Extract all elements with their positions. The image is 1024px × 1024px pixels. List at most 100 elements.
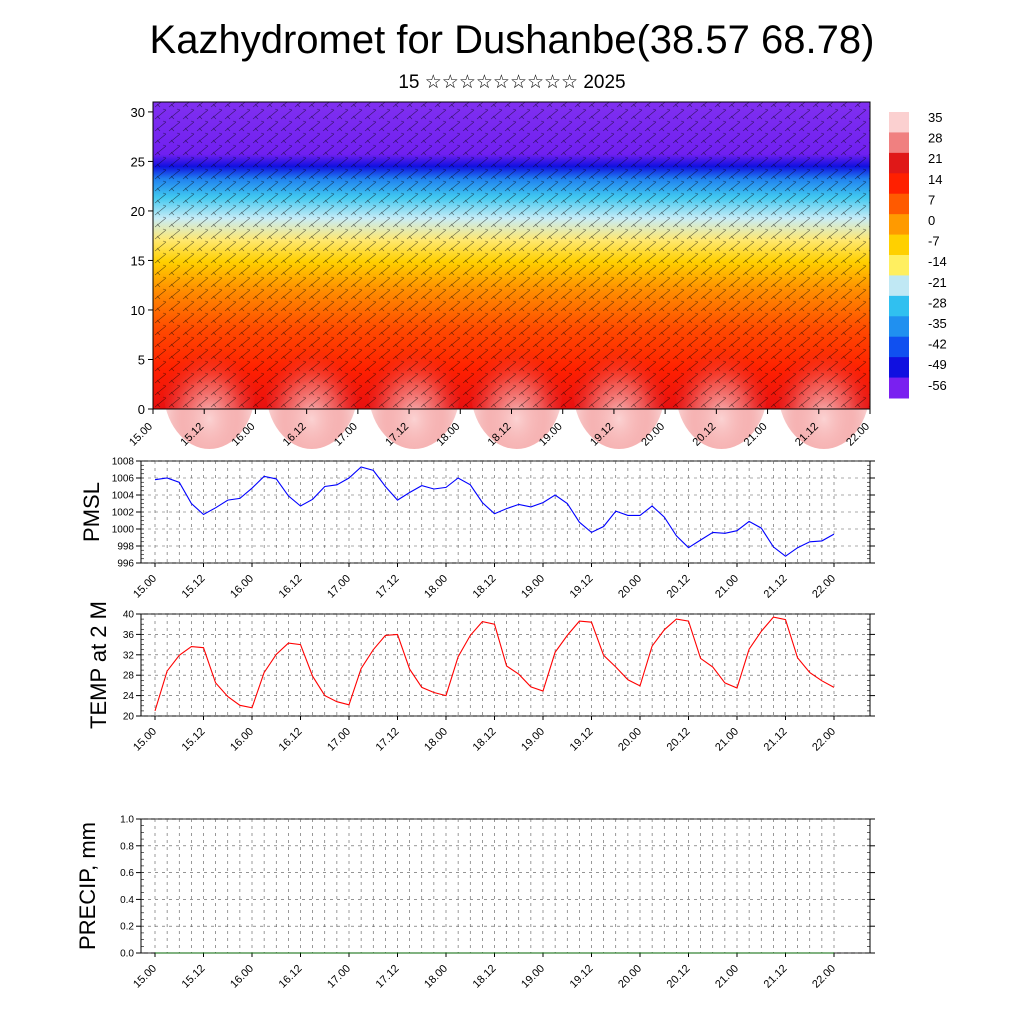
colorbar-label: 21 [928, 151, 942, 166]
x-tick-label: 15.12 [180, 963, 208, 991]
colorbar-swatch [889, 357, 909, 379]
x-tick-label: 18.00 [422, 963, 450, 991]
pmsl-panel: 1008 1006 1004 1002 1000 998 996 15.00 15.12 16.0… [79, 457, 875, 601]
precipitation-panel: 1.0 0.8 0.6 0.4 0.2 0.0 15.00 15.12 16.00 16.12 17… [75, 815, 875, 991]
y-tick-label: 1008 [112, 457, 135, 468]
x-tick-label: 20.12 [665, 726, 693, 754]
y-tick-label: 1002 [112, 508, 135, 519]
x-tick-label: 18.12 [471, 573, 499, 601]
x-tick-label: 19.12 [568, 573, 596, 601]
x-tick-label: 19.00 [519, 573, 547, 601]
x-tick-label: 20.12 [665, 963, 693, 991]
y-tick-label: 1000 [112, 525, 135, 536]
x-tick-label: 16.12 [277, 963, 305, 991]
y-axis-label: TEMP at 2 M [86, 601, 111, 729]
y-axis-label: PMSL [79, 482, 104, 542]
colorbar-label: 7 [928, 192, 935, 207]
x-tick-label: 19.12 [568, 963, 596, 991]
colorbar-swatch [889, 193, 909, 215]
x-tick-label: 22.00 [810, 963, 838, 991]
x-tick-label: 15.00 [131, 573, 159, 601]
panel-frame [140, 613, 871, 717]
chart-subtitle: 15 ☆☆☆☆☆☆☆☆☆ 2025 [398, 72, 626, 93]
colorbar-label: -7 [928, 234, 940, 249]
x-tick-label: 21.12 [762, 963, 790, 991]
x-tick-label: 18.12 [471, 726, 499, 754]
x-tick-label: 17.00 [325, 573, 353, 601]
y-tick-label: 36 [123, 630, 135, 641]
y-tick-label: 996 [117, 559, 134, 570]
colorbar-swatch [889, 234, 909, 256]
y-tick-label: 25 [131, 154, 145, 169]
x-tick-label: 21.00 [713, 963, 741, 991]
chart-title: Kazhydromet for Dushanbe(38.57 68.78) [149, 18, 875, 62]
x-tick-label: 16.12 [277, 573, 305, 601]
colorbar-swatch [889, 173, 909, 195]
x-tick-label: 21.00 [713, 573, 741, 601]
x-tick-label: 18.00 [422, 726, 450, 754]
x-tick-label: 17.00 [325, 963, 353, 991]
colorbar-label: -49 [928, 357, 947, 372]
x-tick-label: 19.00 [519, 963, 547, 991]
colorbar-swatch [889, 336, 909, 358]
colorbar-swatch [889, 377, 909, 399]
x-tick-label: 15.00 [127, 421, 155, 449]
x-tick-label: 17.00 [325, 726, 353, 754]
x-tick-label: 21.12 [762, 726, 790, 754]
y-tick-label: 10 [131, 303, 145, 318]
y-tick-label: 0.2 [120, 922, 134, 933]
y-tick-label: 20 [131, 204, 145, 219]
colorbar-label: 28 [928, 131, 942, 146]
x-tick-label: 18.12 [471, 963, 499, 991]
colorbar-swatch [889, 275, 909, 297]
y-tick-label: 1006 [112, 474, 135, 485]
y-tick-label: 0 [138, 402, 145, 417]
colorbar-swatch [889, 152, 909, 174]
x-tick-label: 21.00 [713, 726, 741, 754]
y-axis-label: PRECIP, mm [75, 822, 100, 950]
y-tick-label: 20 [123, 712, 135, 723]
x-tick-label: 15.12 [180, 573, 208, 601]
colorbar-swatch [889, 112, 909, 133]
y-tick-label: 32 [123, 650, 135, 661]
x-tick-label: 22.00 [810, 726, 838, 754]
x-tick-label: 19.00 [519, 726, 547, 754]
colorbar-swatch [889, 316, 909, 338]
panel-frame [140, 818, 871, 954]
colorbar-label: -56 [928, 378, 947, 393]
temperature-panel: 40 36 32 28 24 20 15.00 15.12 16.00 16.12 17.00 17.… [86, 601, 875, 754]
x-tick-label: 17.12 [374, 726, 402, 754]
x-tick-label: 17.12 [374, 573, 402, 601]
colorbar-swatch [889, 295, 909, 317]
x-tick-label: 16.00 [228, 573, 256, 601]
series-line [154, 466, 835, 557]
colorbar-swatch [889, 255, 909, 276]
y-tick-label: 30 [131, 105, 145, 120]
colorbar-label: 0 [928, 213, 935, 228]
x-tick-label: 20.12 [665, 573, 693, 601]
colorbar: 35 28 21 14 7 0 -7 -14 -21 -28 -35 -42 -49 -56 [889, 110, 947, 399]
y-tick-label: 40 [123, 610, 135, 621]
x-tick-label: 16.00 [228, 726, 256, 754]
y-tick-label: 1004 [112, 491, 135, 502]
x-tick-label: 20.00 [616, 726, 644, 754]
y-tick-label: 998 [117, 542, 134, 553]
colorbar-label: 35 [928, 110, 942, 125]
y-tick-label: 0.8 [120, 841, 134, 852]
colorbar-label: -21 [928, 275, 947, 290]
x-tick-label: 20.00 [616, 963, 644, 991]
wind-barbs [153, 102, 870, 409]
x-tick-label: 15.00 [131, 963, 159, 991]
y-tick-label: 1.0 [120, 815, 134, 826]
colorbar-swatch [889, 214, 909, 236]
y-tick-label: 15 [131, 253, 145, 268]
x-tick-label: 18.00 [422, 573, 450, 601]
x-tick-label: 15.00 [131, 726, 159, 754]
y-tick-label: 0.0 [120, 949, 134, 960]
x-tick-label: 21.12 [762, 573, 790, 601]
x-tick-label: 20.00 [616, 573, 644, 601]
colorbar-label: -35 [928, 316, 947, 331]
colorbar-label: -28 [928, 295, 947, 310]
